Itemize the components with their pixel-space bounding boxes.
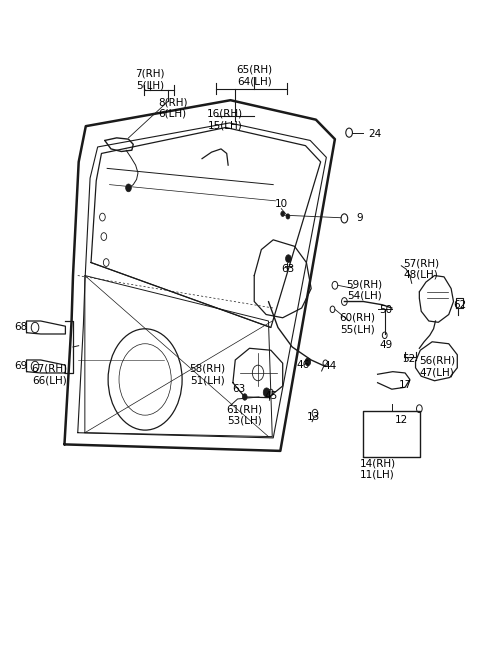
Text: 49: 49: [380, 340, 393, 350]
Text: 68: 68: [14, 322, 27, 333]
Text: 7(RH)
5(LH): 7(RH) 5(LH): [135, 69, 165, 90]
Text: 59(RH)
54(LH): 59(RH) 54(LH): [346, 279, 383, 301]
Circle shape: [242, 394, 247, 400]
Text: 62: 62: [453, 300, 466, 310]
Text: 52: 52: [402, 354, 415, 364]
Text: 63: 63: [232, 384, 246, 394]
Text: 60(RH)
55(LH): 60(RH) 55(LH): [340, 313, 376, 335]
Text: 57(RH)
48(LH): 57(RH) 48(LH): [403, 258, 439, 280]
Circle shape: [286, 214, 290, 219]
Circle shape: [263, 388, 270, 397]
Text: 61(RH)
53(LH): 61(RH) 53(LH): [227, 404, 263, 426]
Text: 13: 13: [307, 412, 320, 422]
Text: 63: 63: [281, 264, 294, 274]
Text: 14(RH)
11(LH): 14(RH) 11(LH): [360, 458, 396, 480]
Circle shape: [126, 184, 132, 192]
Text: 58(RH)
51(LH): 58(RH) 51(LH): [190, 364, 226, 385]
Text: 24: 24: [368, 129, 381, 139]
Text: 67(RH)
66(LH): 67(RH) 66(LH): [31, 364, 67, 385]
Text: 46: 46: [297, 360, 310, 370]
Text: 9: 9: [356, 214, 363, 223]
Text: 44: 44: [324, 362, 337, 371]
Text: 10: 10: [275, 199, 288, 209]
Circle shape: [286, 255, 291, 263]
Circle shape: [305, 358, 311, 365]
Text: 16(RH)
15(LH): 16(RH) 15(LH): [207, 109, 243, 130]
Text: 12: 12: [395, 415, 408, 424]
Text: 65(RH)
64(LH): 65(RH) 64(LH): [236, 65, 272, 86]
Text: 50: 50: [380, 305, 393, 315]
Text: 45: 45: [264, 390, 277, 401]
Text: 56(RH)
47(LH): 56(RH) 47(LH): [419, 356, 455, 377]
Circle shape: [281, 212, 285, 216]
Text: 17: 17: [398, 380, 412, 390]
Text: 8(RH)
6(LH): 8(RH) 6(LH): [158, 97, 187, 119]
Text: 69: 69: [14, 362, 27, 371]
